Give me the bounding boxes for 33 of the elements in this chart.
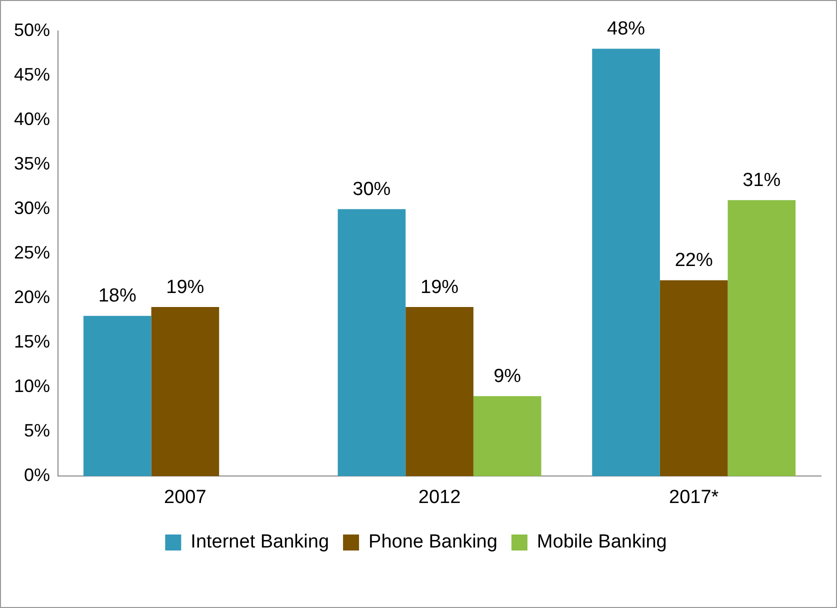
bar <box>83 316 152 476</box>
y-tick-label: 5% <box>24 420 50 441</box>
bar <box>592 48 660 476</box>
y-tick-label: 40% <box>14 109 50 130</box>
bar <box>338 209 406 476</box>
bar <box>660 280 728 476</box>
data-label: 30% <box>352 178 391 200</box>
legend-label: Phone Banking <box>368 532 498 553</box>
x-tick-label: 2017* <box>669 486 720 508</box>
y-tick-label: 10% <box>14 376 50 396</box>
y-tick-label: 45% <box>14 64 50 84</box>
y-tick-label: 15% <box>14 332 50 352</box>
y-tick-label: 25% <box>14 242 50 263</box>
y-tick-label: 0% <box>24 465 50 486</box>
y-tick-label: 20% <box>14 287 50 308</box>
legend-label: Internet Banking <box>190 532 330 553</box>
bar <box>728 200 796 476</box>
y-tick-label: 30% <box>14 198 50 218</box>
x-tick-label: 2007 <box>164 486 206 508</box>
y-tick-label: 50% <box>14 20 50 40</box>
data-label: 19% <box>166 276 204 298</box>
data-label: 22% <box>674 250 713 272</box>
bar <box>473 396 542 476</box>
data-label: 19% <box>420 276 459 298</box>
data-label: 48% <box>607 18 646 40</box>
data-label: 31% <box>742 170 781 191</box>
data-label: 9% <box>494 366 522 387</box>
x-tick-label: 2012 <box>418 486 461 508</box>
bar <box>406 307 474 476</box>
y-tick-label: 35% <box>14 154 50 174</box>
legend-label: Mobile Banking <box>536 532 667 553</box>
data-label: 18% <box>98 286 136 307</box>
bar <box>151 307 220 476</box>
